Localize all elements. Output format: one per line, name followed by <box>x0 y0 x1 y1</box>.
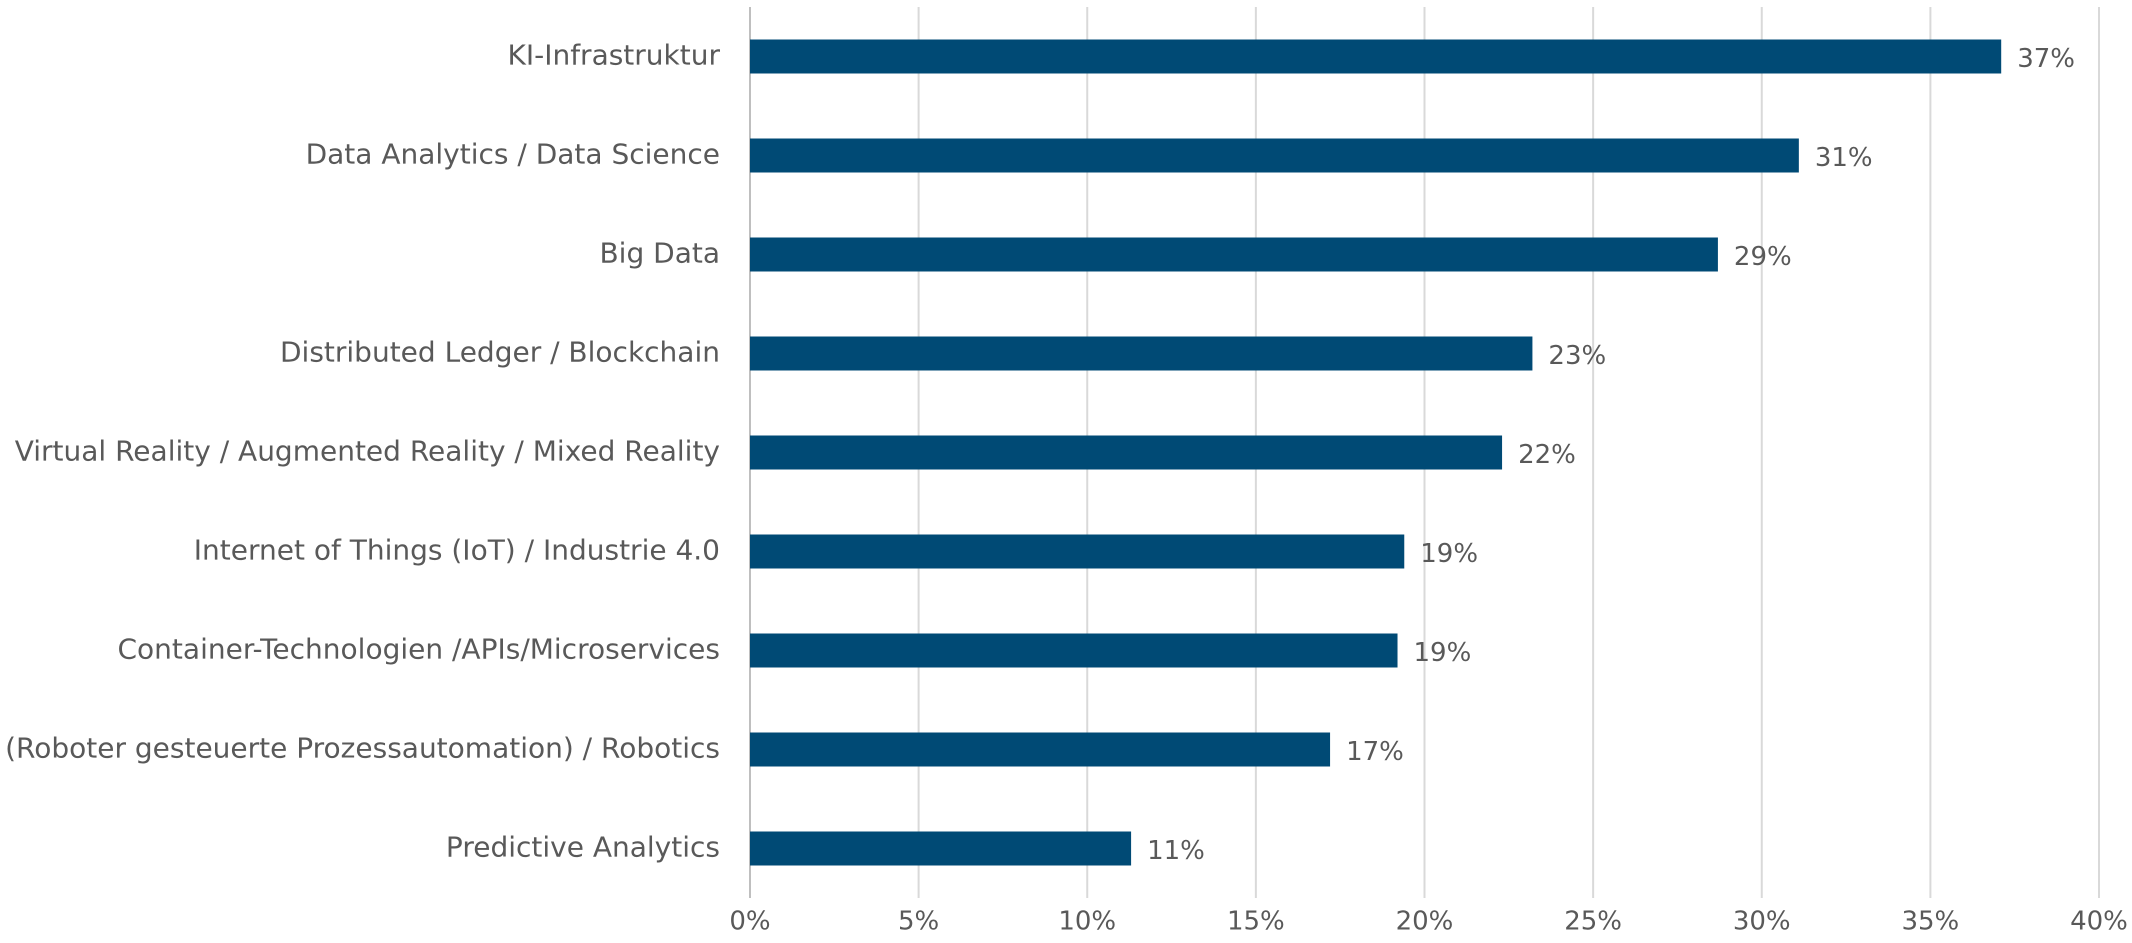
x-tick-label: 25% <box>1564 907 1622 937</box>
y-tick-label: Internet of Things (IoT) / Industrie 4.0 <box>194 534 720 567</box>
data-label: 19% <box>1414 638 1472 668</box>
bar <box>750 39 2002 74</box>
x-tick-label: 5% <box>898 907 939 937</box>
x-tick-label: 15% <box>1227 907 1285 937</box>
y-tick-label: Big Data <box>599 237 720 270</box>
x-tick-label: 0% <box>729 907 770 937</box>
x-tick-label: 10% <box>1058 907 1116 937</box>
y-tick-label: Predictive Analytics <box>446 831 720 864</box>
bar <box>750 336 1533 371</box>
y-tick-label: KI-Infrastruktur <box>507 39 720 72</box>
bar <box>750 138 1799 173</box>
data-label: 17% <box>1346 737 1404 767</box>
data-label: 29% <box>1734 242 1792 272</box>
data-label: 37% <box>2017 44 2075 74</box>
data-label: 23% <box>1548 341 1606 371</box>
y-tick-label: Virtual Reality / Augmented Reality / Mi… <box>15 435 720 468</box>
x-tick-label: 40% <box>2070 907 2128 937</box>
bar <box>750 534 1405 569</box>
y-tick-label: RPA (Roboter gesteuerte Prozessautomatio… <box>0 732 720 765</box>
y-tick-label: Distributed Ledger / Blockchain <box>280 336 720 369</box>
bar <box>750 237 1718 272</box>
bar <box>750 732 1331 767</box>
data-label: 31% <box>1815 143 1873 173</box>
data-label: 19% <box>1420 539 1478 569</box>
x-tick-label: 30% <box>1733 907 1791 937</box>
y-tick-label: Data Analytics / Data Science <box>306 138 720 171</box>
x-tick-label: 35% <box>1901 907 1959 937</box>
x-tick-label: 20% <box>1396 907 1454 937</box>
bar <box>750 435 1503 470</box>
data-label: 22% <box>1518 440 1576 470</box>
y-tick-label: Container-Technologien /APIs/Microservic… <box>118 633 721 666</box>
data-label: 11% <box>1147 836 1205 866</box>
bar <box>750 831 1132 866</box>
bar <box>750 633 1398 668</box>
